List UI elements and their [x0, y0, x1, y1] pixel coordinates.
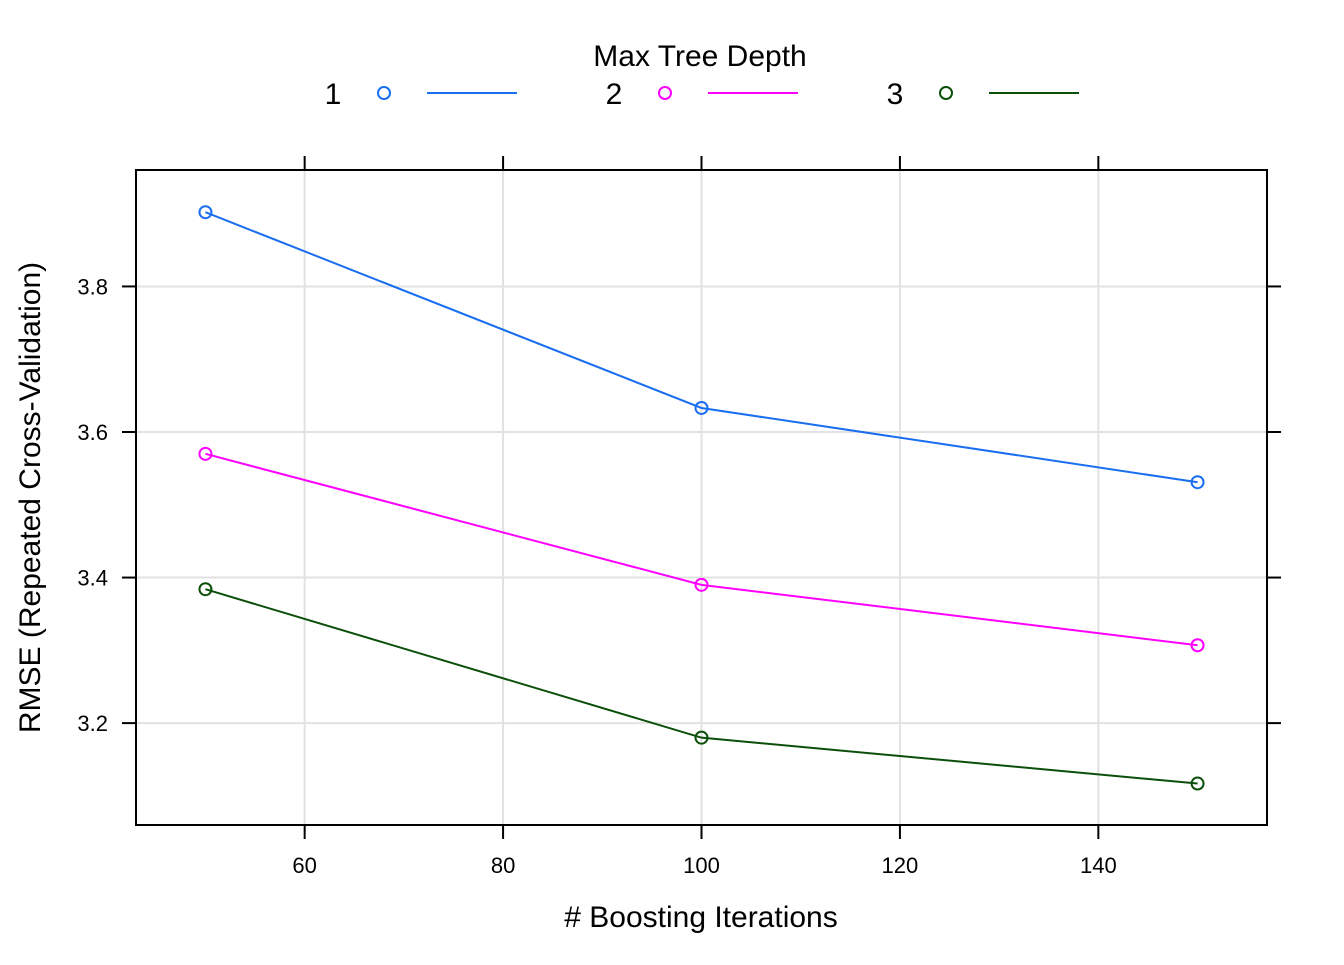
data-point-series-2 [694, 577, 709, 592]
grid [136, 170, 1267, 825]
series-line-3 [205, 588, 1198, 785]
x-tick-label: 60 [292, 853, 316, 878]
series-lines [198, 205, 1205, 791]
x-tick-label: 140 [1080, 853, 1117, 878]
x-tick-label: 120 [882, 853, 919, 878]
series-line-1 [205, 211, 1198, 484]
data-point-series-3 [1190, 776, 1205, 791]
legend-label-3: 3 [887, 78, 904, 111]
y-tick-label: 3.4 [77, 566, 108, 591]
axis-ticks: 60 80 100 120 140 3.2 3.4 3.6 3.8 [77, 156, 1281, 878]
x-tick-label: 100 [683, 853, 720, 878]
legend-marker-3 [939, 86, 953, 100]
x-tick-label: 80 [491, 853, 515, 878]
legend-marker-1 [377, 86, 391, 100]
data-point-series-3 [198, 582, 213, 597]
data-point-series-1 [1190, 475, 1205, 490]
data-point-series-3 [694, 730, 709, 745]
y-axis-title: RMSE (Repeated Cross-Validation) [14, 262, 47, 733]
legend: 1 2 3 [325, 78, 1079, 111]
x-axis-title: # Boosting Iterations [564, 901, 838, 934]
y-tick-label: 3.2 [77, 711, 108, 736]
series-line-2 [205, 452, 1198, 647]
legend-label-1: 1 [325, 78, 342, 111]
legend-marker-2 [658, 86, 672, 100]
data-point-series-2 [198, 446, 213, 461]
legend-title: Max Tree Depth [593, 40, 806, 73]
y-tick-label: 3.6 [77, 420, 108, 445]
data-point-series-2 [1190, 638, 1205, 653]
data-point-series-1 [198, 205, 213, 220]
y-tick-label: 3.8 [77, 274, 108, 299]
data-point-series-1 [694, 400, 709, 415]
legend-label-2: 2 [606, 78, 623, 111]
plot-frame [135, 169, 1268, 826]
